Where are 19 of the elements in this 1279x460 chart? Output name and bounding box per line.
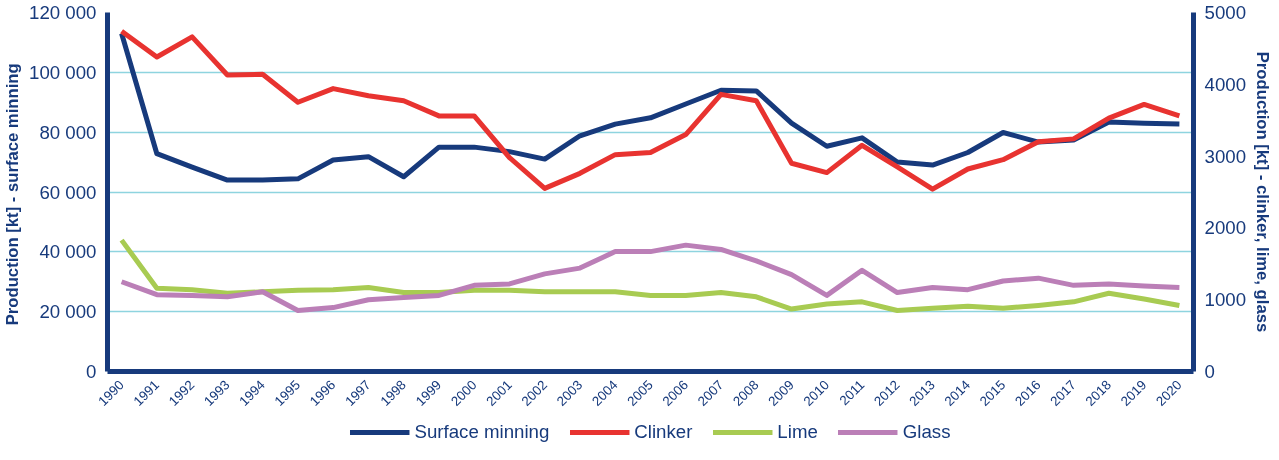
y2-tick-label: 2000 <box>1204 217 1247 239</box>
y-axis-title: Production [kt] - surface minning <box>3 63 23 326</box>
y2-tick-label: 1000 <box>1204 289 1247 311</box>
y2-tick-label: 0 <box>1204 361 1215 382</box>
y-tick-label: 120 000 <box>29 2 97 23</box>
y2-tick-label: 4000 <box>1204 73 1247 95</box>
y-tick-label: 0 <box>86 361 97 382</box>
y-tick-label: 80 000 <box>39 121 97 143</box>
y2-axis-title: Production [kt] - clinker, lime, glass <box>1253 51 1272 333</box>
y-tick-label: 100 000 <box>29 61 97 83</box>
y-tick-label: 40 000 <box>39 241 97 263</box>
legend-label: Clinker <box>634 421 693 443</box>
y2-tick-label: 3000 <box>1204 145 1247 167</box>
y-tick-label: 60 000 <box>39 181 97 203</box>
legend-label: Glass <box>902 421 951 443</box>
legend-label: Lime <box>777 421 818 443</box>
legend-label: Surface minning <box>414 421 550 443</box>
y2-tick-label: 5000 <box>1204 2 1247 23</box>
y-tick-label: 20 000 <box>39 301 97 323</box>
